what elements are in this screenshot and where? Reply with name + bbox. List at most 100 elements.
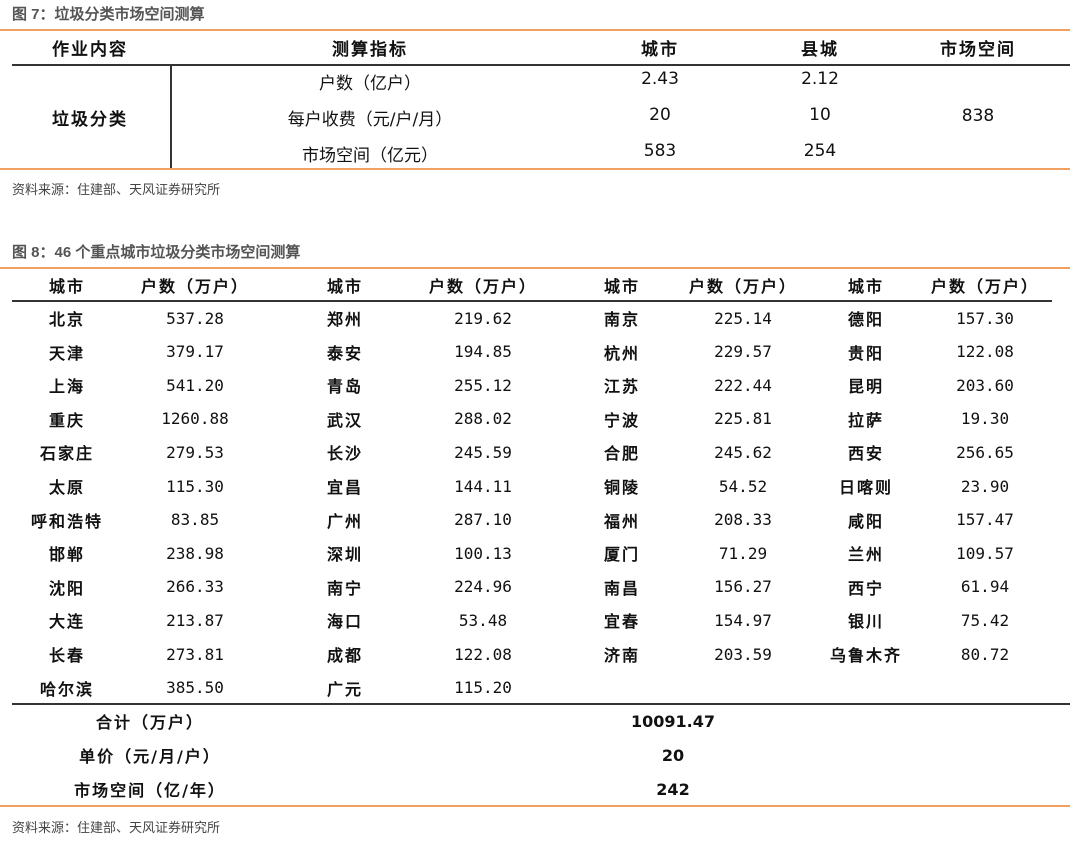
household-count: 203.59	[714, 644, 772, 664]
col-header: 户数（万户）	[688, 277, 798, 296]
city-name: 西宁	[847, 578, 885, 598]
city-name: 贵阳	[847, 343, 885, 363]
divider	[12, 64, 1070, 66]
summary-value: 10091.47	[630, 711, 716, 731]
summary-row: 市场空间（亿/年） 242	[0, 772, 1080, 806]
fig7-header-row: 作业内容 测算指标 城市 县城 市场空间	[0, 30, 1080, 64]
summary-row: 合计（万户） 10091.47	[0, 704, 1080, 738]
household-count: 245.62	[714, 442, 772, 462]
household-count: 537.28	[166, 308, 224, 328]
city-name: 德阳	[847, 310, 885, 329]
household-count: 266.33	[166, 577, 224, 597]
city-name: 长沙	[326, 444, 364, 464]
divider	[0, 267, 1070, 269]
city-name: 厦门	[603, 545, 641, 565]
city-value: 2.43	[641, 69, 679, 89]
metric-label: 每户收费（元/户/月）	[287, 110, 453, 130]
household-count: 122.08	[956, 342, 1014, 362]
city-name: 郑州	[326, 310, 364, 329]
city-name: 江苏	[603, 377, 641, 397]
household-count: 109.57	[956, 543, 1014, 563]
table-row: 长春 273.81 成都 122.08 济南 203.59 乌鲁木齐 80.72	[0, 637, 1080, 671]
household-count: 385.50	[166, 678, 224, 698]
household-count: 75.42	[960, 610, 1010, 630]
household-count: 80.72	[960, 644, 1010, 664]
city-name: 青岛	[326, 377, 364, 397]
city-name: 石家庄	[39, 444, 95, 464]
city-name: 太原	[48, 478, 86, 497]
table-row: 石家庄 279.53 长沙 245.59 合肥 245.62 西安 256.65	[0, 435, 1080, 469]
divider	[0, 29, 1070, 31]
col-header: 城市	[326, 277, 364, 296]
city-name: 西安	[847, 444, 885, 464]
household-count: 1260.88	[161, 409, 229, 429]
city-name: 哈尔滨	[39, 679, 95, 699]
city-name: 广元	[326, 679, 364, 699]
city-value: 583	[643, 141, 677, 161]
household-count: 225.81	[714, 409, 772, 429]
metric-label: 户数（亿户）	[319, 74, 421, 94]
city-name: 天津	[48, 343, 86, 363]
table-row: 哈尔滨 385.50 广元 115.20	[0, 671, 1080, 705]
city-name: 乌鲁木齐	[829, 646, 903, 665]
divider	[0, 168, 1070, 170]
table-row: 呼和浩特 83.85 广州 287.10 福州 208.33 咸阳 157.47	[0, 503, 1080, 537]
city-name: 银川	[847, 612, 885, 632]
household-count: 229.57	[714, 342, 772, 362]
table-row: 沈阳 266.33 南宁 224.96 南昌 156.27 西宁 61.94	[0, 570, 1080, 604]
household-count: 208.33	[714, 510, 772, 530]
fig8-header-row: 城市 户数（万户） 城市 户数（万户） 城市 户数（万户） 城市 户数（万户）	[0, 268, 1080, 302]
col-header: 作业内容	[52, 39, 128, 60]
household-count: 157.47	[956, 510, 1014, 530]
household-count: 53.48	[458, 610, 508, 630]
household-count: 273.81	[166, 644, 224, 664]
summary-row: 单价（元/月/户） 20	[0, 738, 1080, 772]
city-name: 南宁	[326, 578, 364, 598]
household-count: 83.85	[170, 510, 220, 530]
household-count: 23.90	[960, 476, 1010, 496]
city-name: 铜陵	[603, 478, 641, 497]
fig7-market-total: 838	[961, 106, 995, 126]
table-row: 上海 541.20 青岛 255.12 江苏 222.44 昆明 203.60	[0, 368, 1080, 402]
household-count: 255.12	[454, 375, 512, 395]
city-name: 咸阳	[847, 511, 885, 531]
household-count: 279.53	[166, 442, 224, 462]
divider	[12, 703, 1070, 705]
household-count: 379.17	[166, 342, 224, 362]
city-name: 南昌	[603, 578, 641, 598]
city-name: 宜春	[603, 612, 641, 632]
county-value: 10	[809, 105, 831, 125]
city-name: 宁波	[603, 410, 641, 430]
city-name: 北京	[48, 310, 86, 329]
fig8-source: 资料来源：住建部、天风证券研究所	[12, 821, 221, 836]
city-name: 昆明	[847, 377, 885, 397]
col-header: 测算指标	[332, 39, 408, 60]
table-row: 太原 115.30 宜昌 144.11 铜陵 54.52 日喀则 23.90	[0, 469, 1080, 503]
fig7-title: 图 7：垃圾分类市场空间测算	[12, 6, 205, 23]
divider	[170, 66, 172, 168]
household-count: 194.85	[454, 342, 512, 362]
col-header: 户数（万户）	[930, 277, 1040, 296]
household-count: 287.10	[454, 510, 512, 530]
household-count: 224.96	[454, 577, 512, 597]
table-row: 邯郸 238.98 深圳 100.13 厦门 71.29 兰州 109.57	[0, 536, 1080, 570]
county-value: 2.12	[801, 69, 839, 89]
household-count: 238.98	[166, 543, 224, 563]
summary-label: 合计（万户）	[95, 713, 205, 732]
household-count: 71.29	[718, 543, 768, 563]
col-header: 户数（万户）	[140, 277, 250, 296]
household-count: 61.94	[960, 577, 1010, 597]
city-name: 呼和浩特	[30, 511, 104, 531]
fig8-title: 图 8：46 个重点城市垃圾分类市场空间测算	[12, 244, 301, 261]
county-value: 254	[803, 141, 837, 161]
city-name: 日喀则	[838, 478, 894, 497]
household-count: 115.20	[454, 678, 512, 698]
city-name: 济南	[603, 646, 641, 665]
household-count: 144.11	[454, 476, 512, 496]
household-count: 288.02	[454, 409, 512, 429]
household-count: 157.30	[956, 308, 1014, 328]
col-header: 城市	[603, 277, 641, 296]
fig7-source: 资料来源：住建部、天风证券研究所	[12, 183, 221, 198]
col-header: 户数（万户）	[428, 277, 538, 296]
city-name: 海口	[326, 612, 364, 632]
